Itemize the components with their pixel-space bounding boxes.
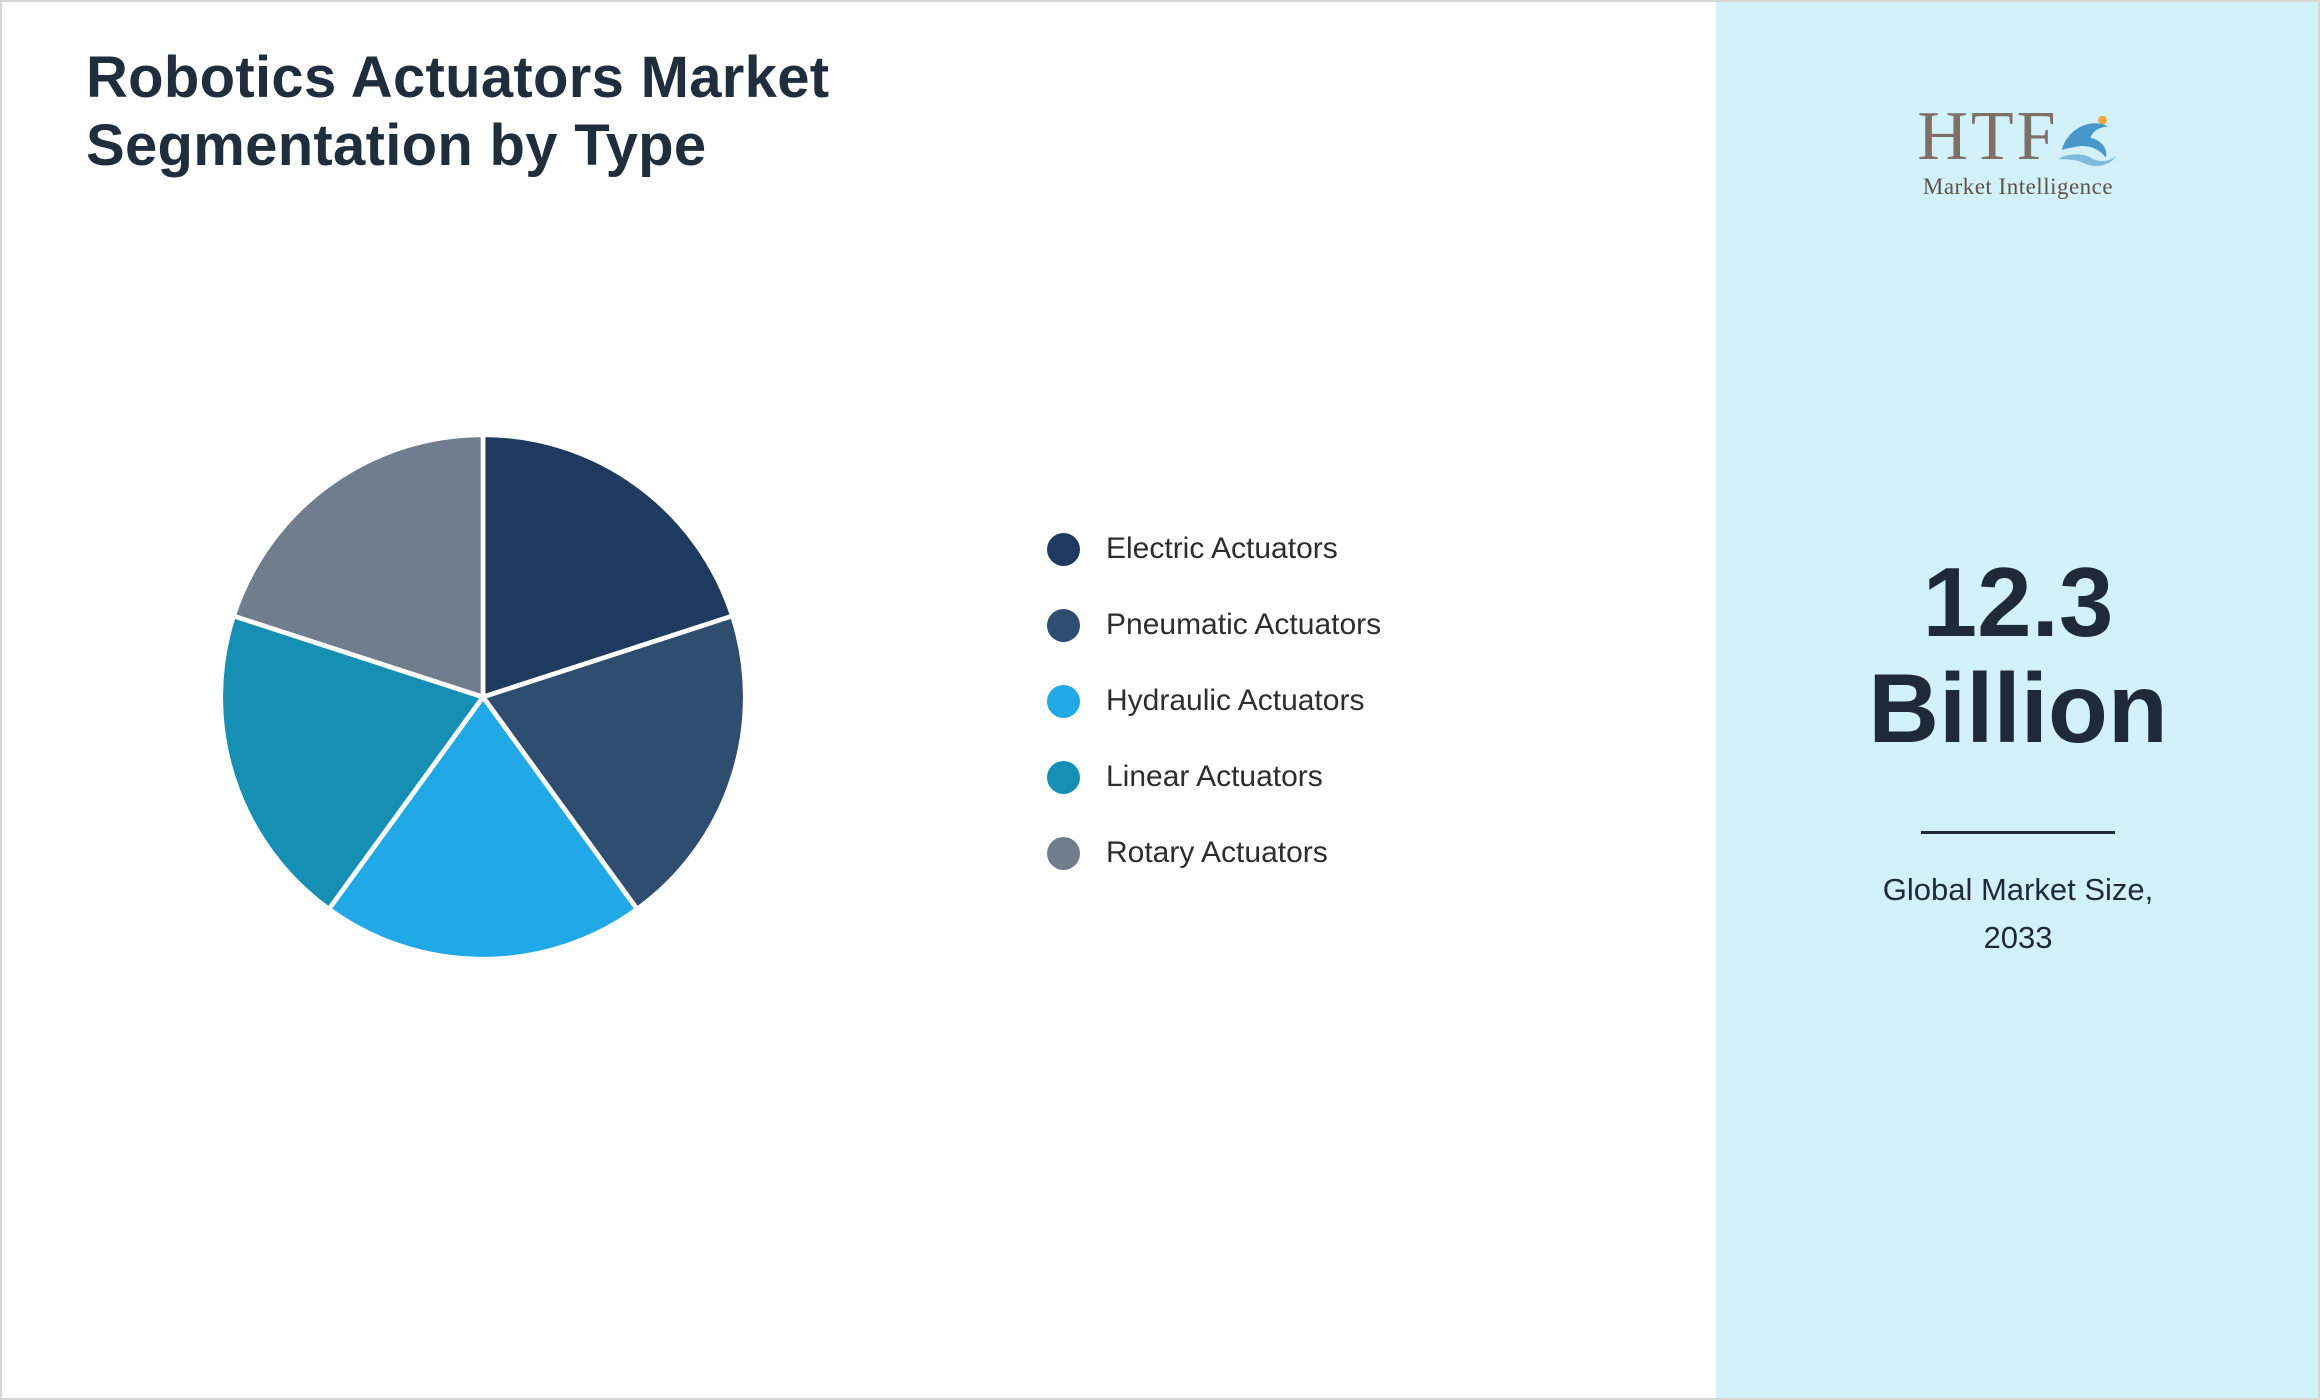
pie-slice-rotary-actuators: [231, 432, 486, 700]
htf-logo-text: HTF: [1917, 98, 2059, 175]
legend-item-hydraulic-actuators: Hydraulic Actuators: [1047, 681, 1381, 721]
pie-slice-electric-actuators: [480, 432, 735, 700]
legend-dot-pneumatic-actuators: [1047, 608, 1080, 642]
legend-label-linear-actuators: Linear Actuators: [1106, 760, 1323, 793]
pie-slice-pneumatic-actuators: [480, 613, 748, 912]
legend-label-rotary-actuators: Rotary Actuators: [1106, 836, 1328, 869]
legend-label-electric-actuators: Electric Actuators: [1106, 532, 1338, 565]
legend-dot-electric-actuators: [1047, 532, 1080, 566]
market-size-number: 12.3: [1922, 547, 2114, 657]
side-panel: HTF Market Intelligence 12.3 Billion Glo…: [1716, 2, 2318, 1398]
dolphin-icon: [2058, 115, 2117, 166]
legend-dot-rotary-actuators: [1047, 836, 1080, 870]
htf-logo-top: HTF: [1917, 102, 2118, 172]
legend-item-rotary-actuators: Rotary Actuators: [1047, 833, 1381, 873]
htf-logo: HTF Market Intelligence: [1716, 102, 2318, 200]
panel-caption-line2: 2033: [1983, 920, 2053, 956]
htf-logo-subtext: Market Intelligence: [1922, 174, 2114, 199]
legend-label-hydraulic-actuators: Hydraulic Actuators: [1106, 684, 1365, 717]
market-size-value: 12.3 Billion: [1716, 547, 2318, 763]
panel-divider: [1921, 831, 2115, 834]
legend-dot-hydraulic-actuators: [1047, 684, 1080, 718]
pie-slice-hydraulic-actuators: [326, 694, 640, 962]
chart-legend: Electric Actuators Pneumatic Actuators Hyd…: [1047, 529, 1381, 873]
page-title-line2: Segmentation by Type: [86, 113, 707, 179]
pie-chart: [218, 432, 748, 962]
pie-chart-container: [202, 416, 764, 978]
panel-caption-line1: Global Market Size,: [1882, 872, 2154, 907]
legend-dot-linear-actuators: [1047, 760, 1080, 794]
panel-caption: Global Market Size, 2033: [1716, 866, 2318, 962]
legend-item-pneumatic-actuators: Pneumatic Actuators: [1047, 605, 1381, 645]
legend-label-pneumatic-actuators: Pneumatic Actuators: [1106, 608, 1382, 641]
page-title: Robotics Actuators Market Segmentation b…: [86, 44, 829, 181]
legend-item-linear-actuators: Linear Actuators: [1047, 757, 1381, 797]
pie-slice-linear-actuators: [218, 613, 486, 912]
market-size-unit: Billion: [1868, 652, 2168, 763]
legend-item-electric-actuators: Electric Actuators: [1047, 529, 1381, 569]
page-title-line1: Robotics Actuators Market: [86, 45, 830, 110]
